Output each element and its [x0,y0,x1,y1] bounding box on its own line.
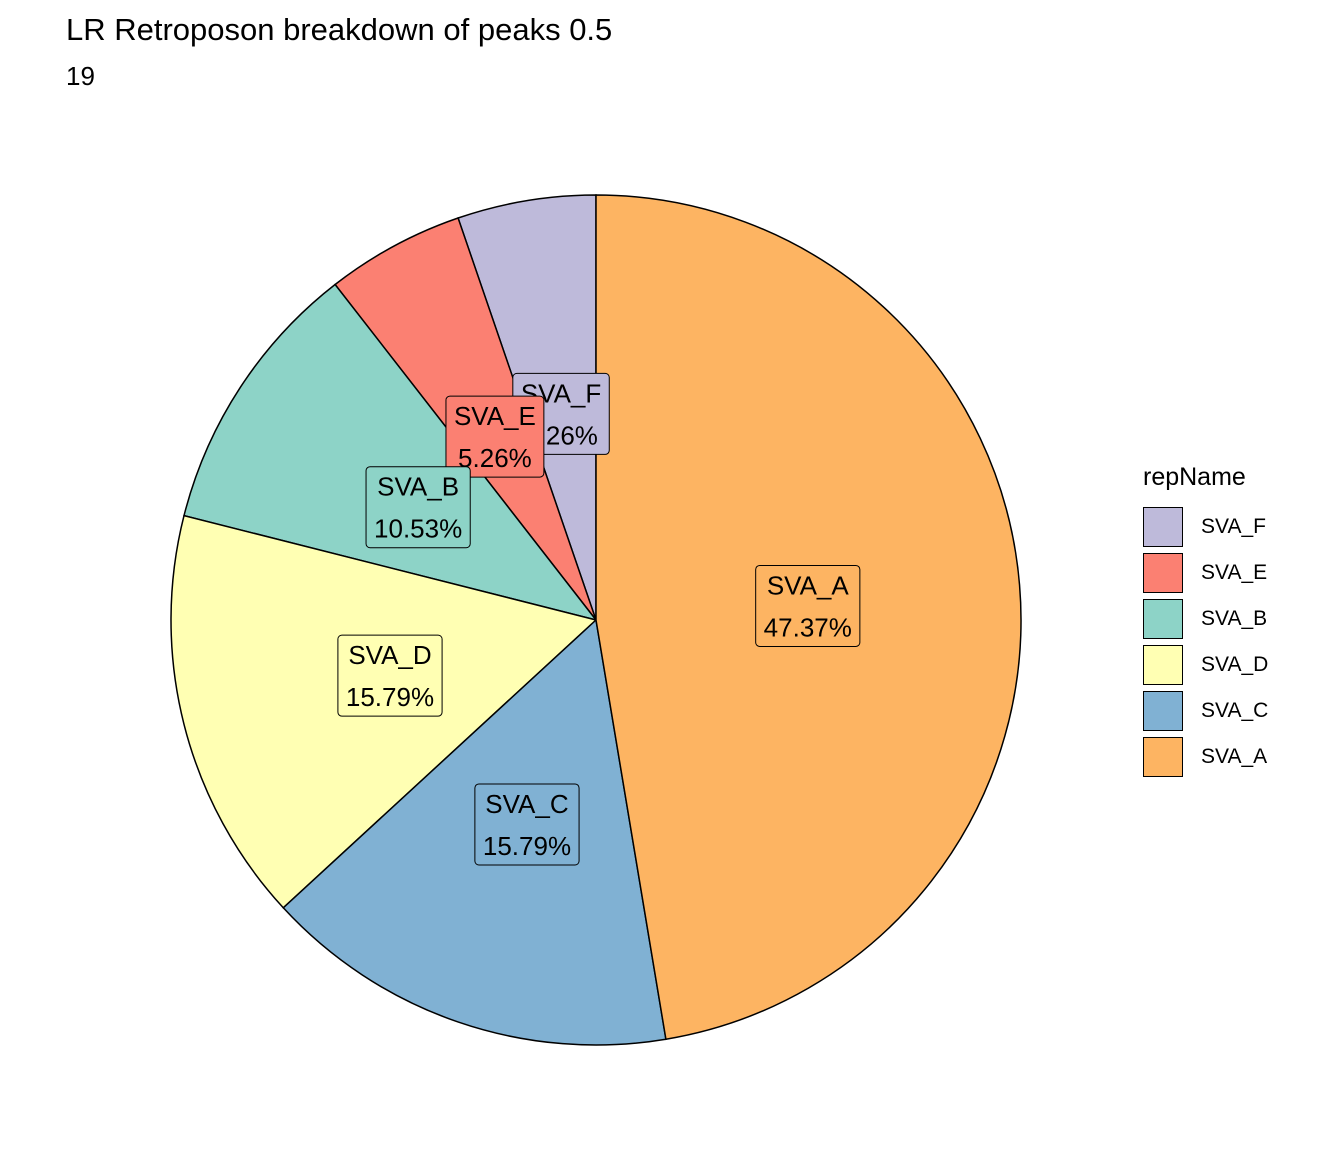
legend-item-sva-d: SVA_D [1143,642,1268,688]
legend-swatch [1143,553,1183,593]
legend-swatch [1143,737,1183,777]
legend-swatch [1143,691,1183,731]
slice-label-box [474,783,580,866]
slice-label-sva-e: SVA_E 5.26% [445,395,545,478]
legend-item-sva-c: SVA_C [1143,688,1268,734]
slice-label-sva-b: SVA_B 10.53% [365,466,471,549]
slice-label-box [445,395,545,478]
chart-title: LR Retroposon breakdown of peaks 0.5 [66,12,613,47]
legend-label: SVA_D [1201,653,1269,676]
slice-label-name: SVA_C [485,789,568,819]
slice-label-box [365,466,471,549]
slice-label-box [337,634,443,717]
legend: repName SVA_F SVA_E SVA_B SVA_D SVA_C SVA_A [1143,460,1268,780]
slice-label-name: SVA_B [377,472,459,502]
chart-subtitle: 19 [66,61,95,91]
legend-title: repName [1143,463,1246,491]
legend-label: SVA_E [1201,561,1268,584]
slice-label-sva-a: SVA_A 47.37% [755,564,861,647]
legend-items: SVA_F SVA_E SVA_B SVA_D SVA_C SVA_A [1143,504,1268,780]
legend-item-sva-a: SVA_A [1143,734,1268,780]
legend-swatch [1143,507,1183,547]
slice-label-percent: 10.53% [374,514,462,544]
legend-swatch [1143,599,1183,639]
slice-label-sva-c: SVA_C 15.79% [474,783,580,866]
legend-label: SVA_C [1201,699,1269,722]
slice-label-percent: 47.37% [764,612,852,642]
slice-label-percent: 15.79% [483,831,571,861]
legend-label: SVA_A [1201,745,1268,768]
legend-label: SVA_B [1201,607,1268,630]
legend-swatch [1143,645,1183,685]
legend-label: SVA_F [1201,515,1266,538]
slice-label-name: SVA_A [767,570,850,600]
slice-label-box [755,564,861,647]
pie-slice-sva-b [183,283,598,622]
slice-label-sva-d: SVA_D 15.79% [337,634,443,717]
legend-item-sva-e: SVA_E [1143,550,1268,596]
slice-label-name: SVA_D [348,640,431,670]
legend-item-sva-f: SVA_F [1143,504,1268,550]
slice-label-percent: 5.26% [458,443,532,473]
legend-item-sva-b: SVA_B [1143,596,1268,642]
slice-label-name: SVA_E [454,401,536,431]
slice-label-percent: 15.79% [346,682,434,712]
